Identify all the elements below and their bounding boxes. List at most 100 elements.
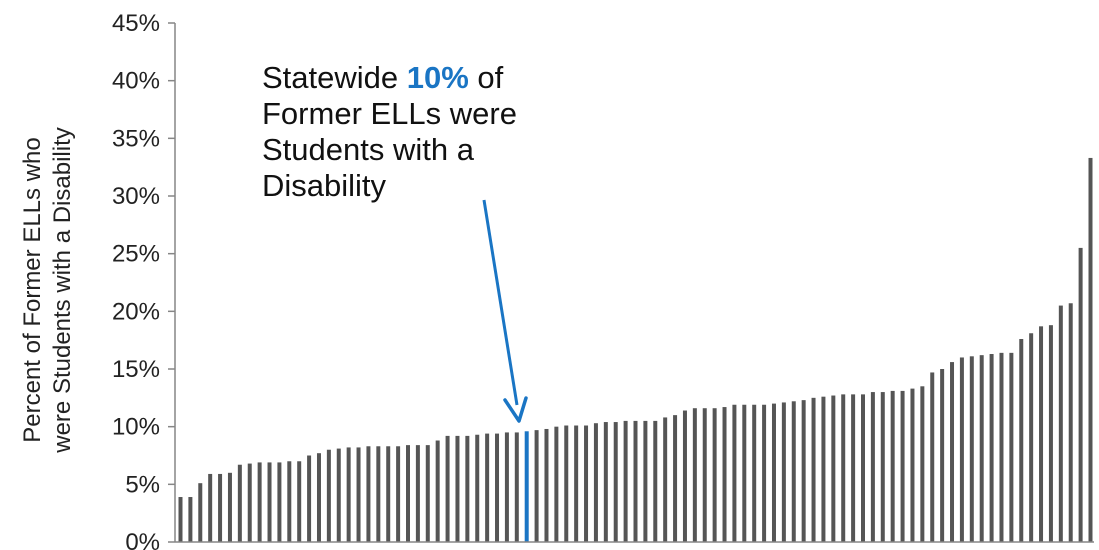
bar: [455, 435, 460, 542]
bar: [356, 447, 361, 542]
bar: [396, 446, 401, 542]
bar: [742, 404, 747, 542]
bar: [959, 357, 964, 542]
y-tick-label: 30%: [112, 183, 160, 210]
bar: [900, 390, 905, 542]
bar: [584, 425, 589, 542]
bar: [465, 435, 470, 542]
bar: [771, 403, 776, 542]
bar: [1078, 247, 1083, 542]
bar: [930, 372, 935, 542]
bar: [692, 408, 697, 542]
bar: [366, 446, 371, 542]
bar: [623, 420, 628, 542]
bar: [603, 422, 608, 542]
bar: [722, 407, 727, 542]
bar: [979, 355, 984, 542]
bar: [218, 473, 223, 542]
bar: [475, 434, 480, 542]
bar: [534, 430, 539, 542]
bar: [554, 426, 559, 542]
y-tick-label: 20%: [112, 298, 160, 325]
y-tick-label: 35%: [112, 125, 160, 152]
bar: [1068, 303, 1073, 542]
bar: [910, 388, 915, 542]
bar: [1019, 339, 1024, 542]
bar: [1048, 325, 1053, 542]
bar: [712, 408, 717, 542]
bar: [643, 420, 648, 542]
bar: [544, 428, 549, 542]
bar: [831, 395, 836, 542]
y-axis-label-line-2: were Students with a Disability: [49, 127, 76, 453]
annotation-line-4: Disability: [262, 168, 387, 203]
bar: [821, 396, 826, 542]
bar: [663, 417, 668, 542]
bar: [208, 473, 213, 542]
bar: [257, 462, 262, 542]
bar: [920, 386, 925, 542]
bar: [574, 425, 579, 542]
bar: [861, 394, 865, 542]
bar: [1088, 157, 1093, 542]
bar: [267, 462, 272, 542]
bar: [870, 392, 875, 542]
y-axis-ticks: 0% 5% 10% 15% 20% 25% 30% 35% 40% 45%: [112, 10, 175, 550]
bar: [969, 356, 974, 542]
bar: [732, 404, 737, 542]
bar: [791, 401, 796, 542]
bar: [237, 464, 242, 542]
bar: [999, 352, 1004, 542]
bar: [495, 433, 500, 542]
bar: [989, 354, 994, 542]
y-tick-label: 15%: [112, 356, 160, 383]
bar: [1009, 352, 1014, 542]
bar: [485, 433, 490, 542]
bar: [336, 448, 341, 542]
bar: [1029, 333, 1034, 542]
annotation-line-3: Students with a: [262, 132, 474, 167]
bar: [940, 369, 945, 542]
y-tick-label: 0%: [125, 529, 160, 550]
bar: [1039, 326, 1044, 542]
bar: [227, 472, 232, 542]
bar: [633, 420, 638, 542]
statewide-bar: [524, 431, 529, 542]
y-tick-label: 45%: [112, 10, 160, 37]
bar: [198, 483, 203, 542]
annotation-arrow: [482, 199, 528, 423]
bar: [435, 440, 440, 542]
bar: [307, 455, 312, 542]
bar: [297, 461, 302, 542]
bar: [801, 400, 806, 542]
bar: [682, 410, 687, 542]
bar: [851, 394, 856, 542]
bar: [673, 415, 678, 542]
bar: [762, 404, 767, 542]
statewide-annotation: Statewide 10% of Former ELLs were Studen…: [262, 60, 602, 204]
y-tick-label: 25%: [112, 241, 160, 268]
bar: [880, 392, 885, 542]
annotation-pre: Statewide: [262, 60, 407, 95]
y-axis-label-line-1: Percent of Former ELLs who: [19, 137, 46, 443]
bar: [593, 423, 598, 542]
bar: [841, 394, 846, 542]
bar: [653, 420, 658, 542]
bar: [890, 390, 895, 542]
bar: [188, 497, 193, 542]
bar: [613, 422, 618, 542]
bar: [316, 453, 321, 542]
bar: [445, 435, 450, 542]
bar: [287, 461, 292, 542]
y-tick-label: 40%: [112, 68, 160, 95]
bar: [415, 445, 420, 542]
bar: [514, 432, 519, 542]
bar: [702, 408, 707, 542]
bar: [752, 404, 757, 542]
bars: [178, 157, 1093, 542]
y-tick-label: 5%: [125, 471, 160, 498]
bar: [781, 402, 786, 542]
bar: [346, 447, 351, 542]
annotation-post: of: [468, 60, 504, 95]
